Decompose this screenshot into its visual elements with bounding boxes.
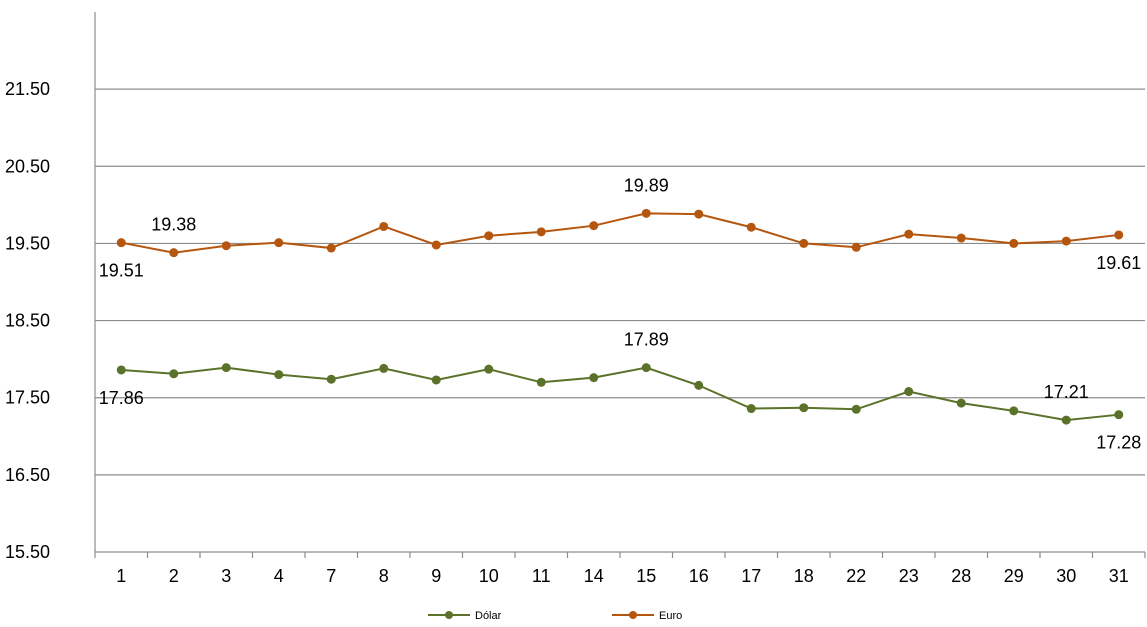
- data-point: [694, 380, 704, 390]
- x-tick-label: 30: [1056, 566, 1076, 586]
- x-tick-label: 2: [169, 566, 179, 586]
- x-tick-label: 11: [532, 566, 551, 586]
- data-point: [431, 375, 441, 385]
- y-tick-label: 17.50: [5, 388, 50, 408]
- data-point: [746, 222, 756, 232]
- data-point: [221, 363, 231, 373]
- data-label: 19.61: [1096, 253, 1141, 273]
- y-tick-label: 21.50: [5, 79, 50, 99]
- data-point: [1009, 238, 1019, 248]
- y-tick-label: 15.50: [5, 542, 50, 562]
- data-label: 19.51: [99, 261, 144, 281]
- data-point: [746, 404, 756, 414]
- data-point: [274, 370, 284, 380]
- data-point: [484, 364, 494, 374]
- x-tick-label: 17: [741, 566, 761, 586]
- x-tick-label: 15: [636, 566, 656, 586]
- x-tick-label: 4: [274, 566, 284, 586]
- data-point: [1061, 415, 1071, 425]
- legend-label: Dólar: [475, 610, 502, 622]
- data-labels: 17.86 17.89 17.21 17.28 19.51 19.38 19.89 19.61: [99, 175, 1142, 452]
- x-tick-label: 18: [794, 566, 814, 586]
- legend: Dólar Euro: [428, 610, 682, 622]
- data-point: [484, 231, 494, 241]
- x-tick-label: 29: [1004, 566, 1024, 586]
- y-tick-label: 20.50: [5, 156, 50, 176]
- series-line-0: [121, 366, 1119, 422]
- data-point: [851, 242, 861, 252]
- data-label: 17.21: [1044, 382, 1089, 402]
- x-tick-label: 23: [899, 566, 919, 586]
- data-point: [536, 227, 546, 237]
- legend-marker: [629, 611, 637, 619]
- data-point: [956, 398, 966, 408]
- data-point: [169, 369, 179, 379]
- data-point: [169, 248, 179, 258]
- series-line-1: [121, 212, 1119, 254]
- data-point: [1114, 410, 1124, 420]
- data-point: [589, 373, 599, 383]
- data-point: [274, 238, 284, 248]
- data-point: [641, 208, 651, 218]
- data-point: [536, 377, 546, 387]
- data-point: [326, 374, 336, 384]
- data-point: [1009, 406, 1019, 416]
- x-tick-label: 9: [431, 566, 441, 586]
- y-tick-label: 19.50: [5, 233, 50, 253]
- x-tick-label: 3: [221, 566, 231, 586]
- y-tick-label: 18.50: [5, 311, 50, 331]
- x-tick-label: 8: [379, 566, 389, 586]
- data-point: [851, 404, 861, 414]
- data-point: [694, 209, 704, 219]
- data-point: [904, 229, 914, 239]
- data-point: [326, 243, 336, 253]
- data-point: [116, 365, 126, 375]
- x-tick-label: 22: [846, 566, 866, 586]
- x-tick-label: 14: [584, 566, 604, 586]
- data-point: [431, 240, 441, 250]
- x-tick-label: 31: [1109, 566, 1129, 586]
- x-tick-label: 1: [116, 566, 126, 586]
- data-point: [956, 233, 966, 243]
- y-tick-label: 16.50: [5, 465, 50, 485]
- data-point: [904, 387, 914, 397]
- data-point: [1114, 230, 1124, 240]
- series-group: [116, 208, 1124, 425]
- data-point: [799, 403, 809, 413]
- data-point: [379, 221, 389, 231]
- x-tick-label: 28: [951, 566, 971, 586]
- data-point: [379, 363, 389, 373]
- data-point: [799, 238, 809, 248]
- data-label: 19.89: [624, 175, 669, 195]
- data-label: 17.28: [1096, 433, 1141, 453]
- data-point: [1061, 236, 1071, 246]
- x-tick-label: 7: [326, 566, 336, 586]
- x-tick-label: 10: [479, 566, 499, 586]
- data-label: 17.89: [624, 330, 669, 350]
- data-point: [221, 241, 231, 251]
- x-tick-label: 16: [689, 566, 709, 586]
- data-point: [116, 238, 126, 248]
- data-point: [589, 221, 599, 231]
- data-label: 19.38: [151, 215, 196, 235]
- legend-label: Euro: [659, 610, 682, 622]
- data-point: [641, 363, 651, 373]
- data-label: 17.86: [99, 388, 144, 408]
- gridlines: [95, 88, 1145, 476]
- legend-marker: [445, 611, 453, 619]
